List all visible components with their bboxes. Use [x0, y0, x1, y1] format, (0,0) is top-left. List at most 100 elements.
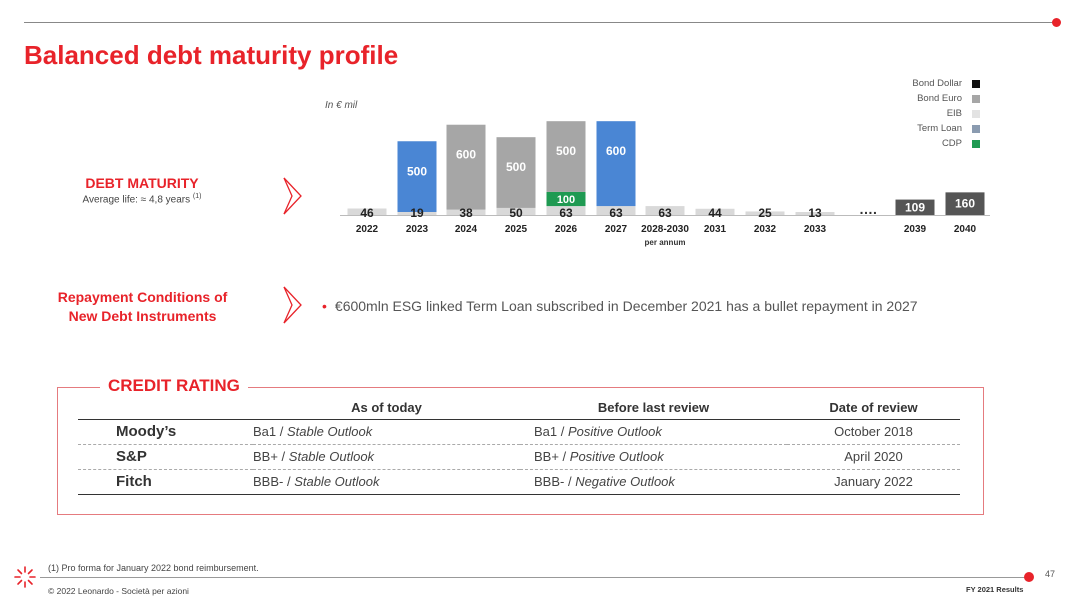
- bar-segment-2026-2: [546, 121, 586, 192]
- tick-label: 2028-2030: [641, 224, 689, 235]
- per-annum-note: per annum: [645, 238, 686, 247]
- legend-swatch-icon: [972, 139, 980, 148]
- chevron-right-icon: [283, 177, 302, 215]
- legend-swatch-icon: [972, 109, 980, 118]
- tick-label: 2039: [904, 224, 927, 235]
- legend-item-bond-dollar: Bond Dollar: [880, 76, 980, 91]
- chart-legend: Bond Dollar Bond Euro EIB Term Loan CDP: [880, 76, 980, 151]
- data-label: 500: [407, 164, 427, 178]
- top-accent-dot: [1052, 18, 1061, 27]
- data-label: 500: [506, 160, 526, 174]
- bar-segment-2033-0: [795, 212, 835, 215]
- bar-segment-2026-0: [546, 206, 586, 215]
- bottom-accent-dot: [1024, 572, 1034, 582]
- top-divider: [24, 22, 1056, 23]
- credit-rating-box: [57, 387, 984, 515]
- table-header: Date of review: [787, 397, 960, 420]
- bottom-divider: [40, 577, 1028, 578]
- credit-rating-table: As of today Before last review Date of r…: [78, 397, 960, 495]
- data-label: 600: [606, 144, 626, 158]
- tick-label: 2024: [455, 224, 478, 235]
- table-header: As of today: [253, 397, 520, 420]
- legend-item-eib: EIB: [880, 106, 980, 121]
- tick-label: 2040: [954, 224, 977, 235]
- tick-label: 2031: [704, 224, 727, 235]
- data-label: 63: [609, 206, 623, 220]
- data-label: 13: [808, 206, 822, 220]
- debt-maturity-sublabel: Average life: ≈ 4,8 years (1): [82, 193, 202, 206]
- table-header: [78, 397, 253, 420]
- review-date: January 2022: [787, 469, 960, 495]
- table-header-row: As of today Before last review Date of r…: [78, 397, 960, 420]
- results-tag: FY 2021 Results: [966, 585, 1024, 594]
- review-date: October 2018: [787, 419, 960, 445]
- bar-segment-2039-0: [895, 199, 935, 215]
- tick-label: 2026: [555, 224, 578, 235]
- credit-rating-title-wrap: CREDIT RATING: [100, 376, 248, 396]
- bar-segment-2023-0: [397, 212, 437, 215]
- data-label: 63: [658, 206, 672, 220]
- legend-item-term-loan: Term Loan: [880, 121, 980, 136]
- data-label: 19: [410, 206, 424, 220]
- bar-segment-2026-1: [546, 191, 586, 207]
- agency-name: Fitch: [78, 469, 253, 495]
- bar-segment-2027-1: [596, 121, 636, 207]
- bar-segment-2022-0: [347, 208, 387, 215]
- page-title: Balanced debt maturity profile: [24, 40, 399, 70]
- data-label: 46: [360, 206, 374, 220]
- bar-segment-2023-1: [397, 141, 437, 212]
- credit-rating-title: CREDIT RATING: [108, 376, 240, 395]
- footnote: (1) Pro forma for January 2022 bond reim…: [48, 563, 259, 573]
- tick-label: 2022: [356, 224, 379, 235]
- data-label: 100: [557, 194, 575, 206]
- table-row: S&P BB+ / Stable Outlook BB+ / Positive …: [78, 444, 960, 470]
- bar-segment-2027-0: [596, 206, 636, 215]
- data-label: 25: [758, 206, 772, 220]
- repayment-bullet: • €600mln ESG linked Term Loan subscribed…: [322, 298, 918, 314]
- bar-segment-2024-1: [446, 124, 486, 210]
- data-label: 38: [459, 206, 473, 220]
- debt-maturity-chart: In € mil 46 2022 19 500 2023 38 600 2024 50 500 202…: [300, 70, 1000, 260]
- data-label: 500: [556, 144, 576, 158]
- agency-name: Moody’s: [78, 419, 253, 445]
- debt-maturity-label: DEBT MATURITY: [85, 175, 199, 191]
- rating-before: Ba1 / Positive Outlook: [520, 419, 787, 445]
- tick-label: 2027: [605, 224, 628, 235]
- rating-before: BB+ / Positive Outlook: [520, 444, 787, 470]
- unit-note: In € mil: [325, 100, 358, 111]
- table-row: Moody’s Ba1 / Stable Outlook Ba1 / Posit…: [78, 419, 960, 445]
- tick-label: 2033: [804, 224, 827, 235]
- data-label: 160: [955, 197, 975, 211]
- data-label: 50: [509, 206, 523, 220]
- repayment-label: Repayment Conditions of New Debt Instrum…: [57, 289, 228, 324]
- leonardo-logo-icon: [14, 566, 36, 588]
- copyright: © 2022 Leonardo - Società per azioni: [48, 586, 189, 596]
- bar-segment-2040-0: [945, 192, 985, 215]
- legend-swatch-icon: [972, 79, 980, 88]
- table-header: Before last review: [520, 397, 787, 420]
- bullet-icon: •: [322, 298, 327, 314]
- data-label: 63: [559, 206, 573, 220]
- review-date: April 2020: [787, 444, 960, 470]
- bar-segment-2024-0: [446, 209, 486, 215]
- agency-name: S&P: [78, 444, 253, 470]
- bar-segment-2025-1: [496, 137, 536, 208]
- bar-segment-2031-0: [695, 208, 735, 215]
- legend-swatch-icon: [972, 94, 980, 103]
- table-row: Fitch BBB- / Stable Outlook BBB- / Negat…: [78, 469, 960, 495]
- chevron-right-icon: [283, 286, 302, 324]
- bar-segment-2028-2030-0: [645, 206, 685, 215]
- tick-label: 2025: [505, 224, 528, 235]
- tick-label: 2032: [754, 224, 777, 235]
- bar-segment-2032-0: [745, 211, 785, 215]
- legend-swatch-icon: [972, 124, 980, 133]
- data-label: 44: [708, 206, 722, 220]
- legend-item-bond-euro: Bond Euro: [880, 91, 980, 106]
- rating-today: BB+ / Stable Outlook: [253, 444, 520, 470]
- page-number: 47: [1045, 569, 1056, 579]
- data-label: 109: [905, 200, 925, 214]
- data-label: 600: [456, 148, 476, 162]
- rating-before: BBB- / Negative Outlook: [520, 469, 787, 495]
- ellipsis-mark: ….: [859, 201, 877, 217]
- rating-today: BBB- / Stable Outlook: [253, 469, 520, 495]
